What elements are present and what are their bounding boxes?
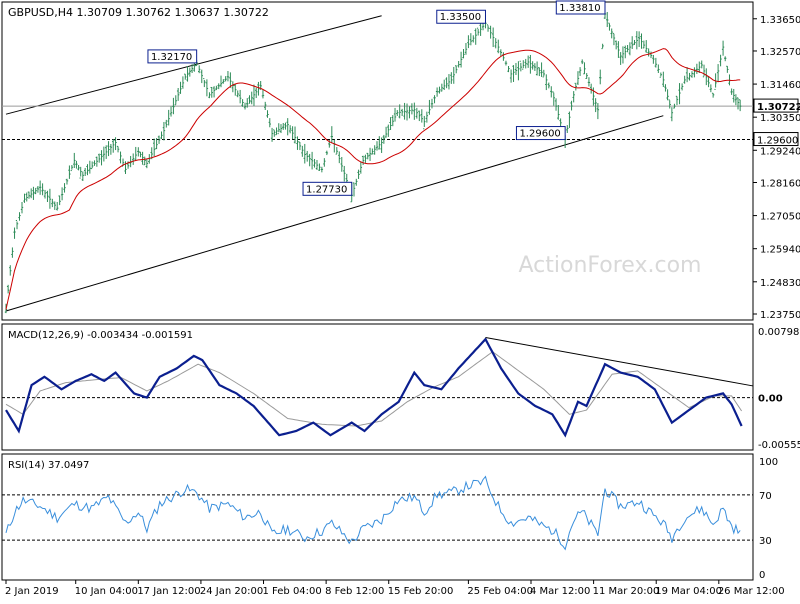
x-tick-2: 17 Jan 12:00 <box>137 586 200 597</box>
price-label-box-2 <box>436 9 486 24</box>
x-tick-11: 26 Mar 12:00 <box>718 586 785 597</box>
support-price-box <box>753 132 799 147</box>
macd-y-tick-0: 0.007983 <box>758 327 800 338</box>
price-label-box-0 <box>147 49 198 64</box>
price-layer: 1.32170 1.27730 1.33500 1.29600 1.33810 <box>2 0 753 314</box>
macd-y-tick-2: -0.005559 <box>758 440 800 451</box>
price-y-tick-4: 1.29240 <box>760 146 800 157</box>
price-panel <box>1 1 754 321</box>
x-tick-0: 2 Jan 2019 <box>5 586 59 597</box>
price-y-tick-7: 1.25940 <box>760 245 800 256</box>
rsi-label: RSI(14) 37.0497 <box>8 460 89 471</box>
x-tick-8: 4 Mar 12:00 <box>530 586 590 597</box>
price-y-tick-0: 1.33650 <box>760 15 800 26</box>
rsi-panel <box>1 453 754 581</box>
x-tick-9: 11 Mar 20:00 <box>593 586 660 597</box>
price-label-2: 1.33500 <box>440 12 481 23</box>
watermark: ActionForex.com <box>519 253 702 278</box>
price-y-tick-1: 1.32570 <box>760 47 800 58</box>
macd-panel <box>1 323 754 451</box>
price-y-tick-5: 1.28160 <box>760 178 800 189</box>
price-label-4: 1.33810 <box>559 3 600 14</box>
macd-layer <box>2 337 754 438</box>
rsi-y-tick-3: 0 <box>759 570 765 581</box>
rsi-line <box>5 475 741 551</box>
current-price-value: 1.30722 <box>757 102 800 113</box>
current-price-box <box>753 98 799 113</box>
price-y-tick-2: 1.31460 <box>760 80 800 91</box>
macd-label: MACD(12,26,9) -0.003434 -0.001591 <box>8 330 193 341</box>
macd-trendline <box>485 337 754 387</box>
channel-line-1 <box>5 115 664 312</box>
support-price-value: 1.29600 <box>757 136 798 147</box>
x-tick-4: 1 Feb 04:00 <box>263 586 322 597</box>
macd-y-tick-1: 0.00 <box>758 394 783 405</box>
axis-layer: 1.33650 1.32570 1.31460 1.30350 1.29240 1.281… <box>5 15 800 597</box>
price-y-tick-8: 1.24830 <box>760 278 800 289</box>
price-label-1: 1.27730 <box>306 184 347 195</box>
x-tick-10: 19 Mar 04:00 <box>655 586 722 597</box>
price-label-3: 1.29600 <box>519 129 560 140</box>
price-label-box-3 <box>515 126 566 141</box>
rsi-layer <box>2 475 753 551</box>
macd-line <box>5 337 743 438</box>
rsi-y-tick-1: 70 <box>759 491 772 502</box>
price-label-box-1 <box>302 181 353 196</box>
price-y-tick-3: 1.30350 <box>760 113 800 124</box>
x-tick-5: 8 Feb 12:00 <box>325 586 384 597</box>
price-y-tick-9: 1.23750 <box>760 310 800 321</box>
price-y-tick-6: 1.27050 <box>760 212 800 223</box>
rsi-y-tick-0: 100 <box>759 457 778 468</box>
moving-average-line <box>5 48 741 310</box>
price-label-0: 1.32170 <box>151 52 192 63</box>
x-tick-3: 24 Jan 20:00 <box>200 586 263 597</box>
price-label-box-4 <box>555 0 606 15</box>
x-tick-1: 10 Jan 04:00 <box>75 586 138 597</box>
rsi-y-tick-2: 30 <box>759 536 772 547</box>
x-tick-6: 15 Feb 20:00 <box>388 586 454 597</box>
chart-title: GBPUSD,H4 1.30709 1.30762 1.30637 1.3072… <box>8 6 269 19</box>
x-tick-7: 25 Feb 04:00 <box>467 586 533 597</box>
channel-line-0 <box>5 15 382 115</box>
